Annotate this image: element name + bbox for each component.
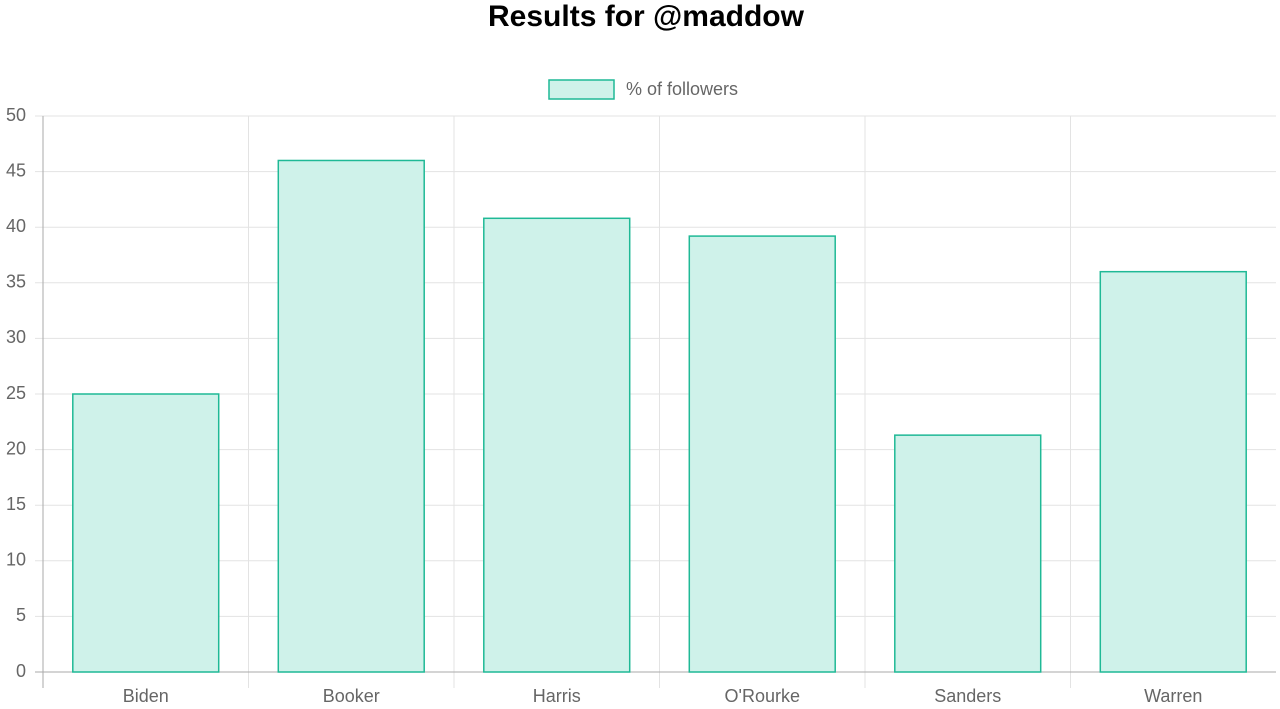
y-tick-label: 0 [16,661,26,681]
y-tick-label: 25 [6,383,26,403]
y-tick-label: 15 [6,494,26,514]
y-tick-label: 50 [6,105,26,125]
y-tick-label: 40 [6,216,26,236]
y-tick-label: 5 [16,605,26,625]
bar [72,393,220,673]
chart-title: Results for @maddow [488,0,805,33]
y-tick-label: 20 [6,438,26,458]
bar [688,235,836,673]
legend-label: % of followers [626,79,738,99]
y-tick-label: 35 [6,272,26,292]
legend-swatch [548,79,615,100]
x-tick-label: Biden [123,686,169,706]
x-tick-label: O'Rourke [725,686,800,706]
y-tick-label: 45 [6,160,26,180]
bar [894,434,1042,673]
x-tick-label: Warren [1144,686,1202,706]
y-tick-label: 30 [6,327,26,347]
x-tick-label: Sanders [934,686,1001,706]
x-tick-label: Booker [323,686,380,706]
y-tick-label: 10 [6,550,26,570]
bar [1099,270,1247,673]
bar [483,217,631,673]
x-tick-label: Harris [533,686,581,706]
bar [277,159,425,673]
